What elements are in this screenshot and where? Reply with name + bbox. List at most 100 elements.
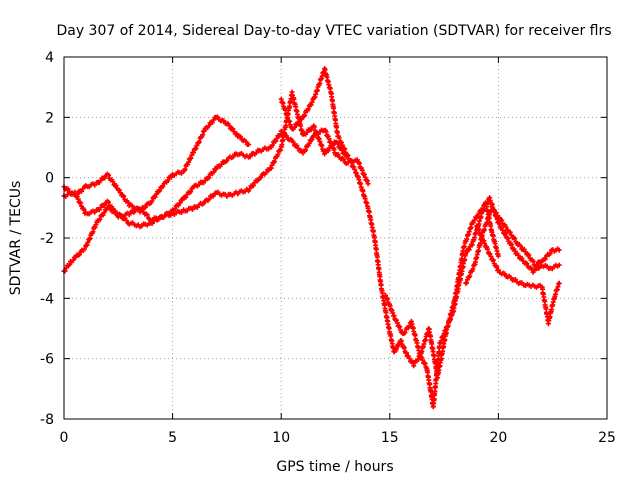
data-point-marker xyxy=(179,170,185,176)
x-tick-label: 5 xyxy=(168,430,177,446)
data-point-marker xyxy=(129,203,135,209)
data-point-marker xyxy=(153,191,159,197)
data-point-marker xyxy=(113,183,119,188)
data-point-marker xyxy=(353,170,359,176)
data-point-marker xyxy=(394,320,400,326)
data-point-marker xyxy=(499,225,505,231)
data-point-marker xyxy=(322,151,328,157)
data-point-marker xyxy=(238,134,243,140)
y-tick-label: -6 xyxy=(40,352,54,368)
data-point-marker xyxy=(467,273,473,279)
data-point-marker xyxy=(411,363,417,369)
data-point-marker xyxy=(209,120,215,126)
data-point-marker xyxy=(126,212,132,218)
data-point-marker xyxy=(365,181,371,187)
x-axis-label: GPS time / hours xyxy=(276,459,393,475)
data-point-marker xyxy=(66,262,72,268)
data-point-marker xyxy=(177,200,183,206)
data-point-marker xyxy=(556,262,562,268)
data-point-marker xyxy=(157,188,163,194)
data-point-marker xyxy=(179,210,185,215)
data-point-marker xyxy=(342,146,348,152)
data-point-marker xyxy=(499,217,505,223)
data-point-marker xyxy=(292,124,297,130)
data-point-marker xyxy=(160,184,166,189)
data-point-marker xyxy=(152,194,158,200)
data-point-marker xyxy=(272,159,277,164)
data-point-marker xyxy=(415,357,421,362)
data-point-marker xyxy=(335,152,341,158)
data-point-marker xyxy=(149,198,155,204)
axis-ticks: 0 5 10 15 20 25 -8 -6 -4 -2 0 2 4 xyxy=(40,50,616,446)
data-point-marker xyxy=(294,143,300,149)
data-point-marker xyxy=(102,175,108,181)
y-tick-label: 4 xyxy=(45,50,54,66)
x-tick-label: 25 xyxy=(598,430,616,446)
data-point-marker xyxy=(278,128,284,134)
data-point-marker xyxy=(81,207,87,213)
data-point-marker xyxy=(306,140,312,146)
data-point-marker xyxy=(284,133,290,139)
data-point-marker xyxy=(226,123,232,129)
data-point-marker xyxy=(330,142,336,148)
data-point-marker xyxy=(348,160,354,165)
data-point-marker xyxy=(273,138,279,144)
data-point-marker xyxy=(495,253,501,259)
data-point-marker xyxy=(517,243,523,249)
data-point-marker xyxy=(351,164,357,170)
data-point-marker xyxy=(275,152,281,158)
data-point-marker xyxy=(139,206,145,212)
data-point-marker xyxy=(345,153,351,159)
data-point-marker xyxy=(142,204,148,210)
data-point-marker xyxy=(97,216,103,222)
data-point-marker xyxy=(515,252,521,258)
y-axis-label: SDTVAR / TECUs xyxy=(8,181,24,296)
data-point-marker xyxy=(121,193,127,199)
data-point-marker xyxy=(230,126,236,132)
data-point-marker xyxy=(466,247,472,253)
data-point-marker xyxy=(547,250,553,256)
data-point-marker xyxy=(82,246,87,252)
data-point-marker xyxy=(290,139,296,145)
data-point-marker xyxy=(556,247,562,253)
data-point-marker xyxy=(508,242,514,248)
data-point-marker xyxy=(62,268,68,274)
data-point-marker xyxy=(106,172,111,178)
data-point-marker xyxy=(144,212,150,218)
chart-title: Day 307 of 2014, Sidereal Day-to-day VTE… xyxy=(56,23,611,39)
data-point-marker xyxy=(485,199,490,205)
x-tick-label: 10 xyxy=(272,430,290,446)
data-point-marker xyxy=(206,196,212,202)
data-point-marker xyxy=(503,224,509,230)
data-point-marker xyxy=(402,330,408,336)
data-point-marker xyxy=(113,210,119,216)
data-point-marker xyxy=(490,257,496,263)
data-point-marker xyxy=(406,323,412,329)
data-point-marker xyxy=(110,206,116,212)
y-tick-label: -2 xyxy=(40,231,54,247)
data-point-marker xyxy=(201,201,207,207)
data-point-marker xyxy=(406,355,412,361)
data-point-marker xyxy=(502,231,508,237)
data-point-marker xyxy=(522,249,528,255)
data-point-marker xyxy=(488,253,494,259)
x-tick-label: 0 xyxy=(60,430,69,446)
data-point-marker xyxy=(470,266,476,272)
data-point-marker xyxy=(196,139,202,145)
data-point-marker xyxy=(263,169,269,175)
data-point-marker xyxy=(472,217,477,223)
data-point-marker xyxy=(339,142,345,148)
data-point-marker xyxy=(502,271,508,277)
data-point-marker xyxy=(274,135,280,141)
y-tick-label: -4 xyxy=(40,291,54,307)
data-point-marker xyxy=(309,137,315,143)
data-point-marker xyxy=(512,235,518,241)
data-point-marker xyxy=(475,214,481,219)
data-point-marker xyxy=(125,200,131,206)
data-point-marker xyxy=(206,175,212,181)
data-point-marker xyxy=(221,118,227,124)
y-tick-label: -8 xyxy=(40,412,54,428)
data-point-marker xyxy=(526,252,532,258)
data-point-marker xyxy=(494,264,500,270)
